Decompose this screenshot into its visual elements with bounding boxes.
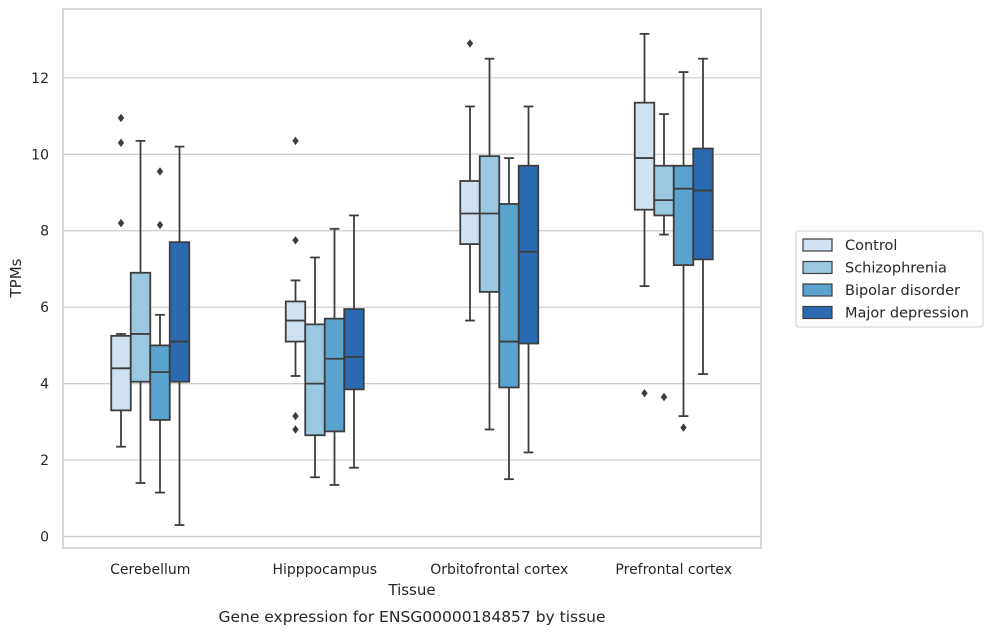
box-iqr <box>692 147 714 261</box>
box-iqr <box>478 155 501 293</box>
box-iqr <box>110 334 132 412</box>
box-iqr <box>129 271 152 383</box>
box-iqr <box>459 180 481 245</box>
outlier-point <box>117 218 125 228</box>
outlier-point <box>292 411 299 421</box>
plot-frame <box>62 8 762 549</box>
legend-frame <box>795 230 984 328</box>
outlier-point <box>292 136 299 146</box>
box-bipolar-disorder <box>498 157 520 481</box>
box-iqr <box>653 164 675 217</box>
legend-swatch <box>802 238 833 252</box>
outlier-point <box>292 236 299 245</box>
x-tick-label: Hipppocampus <box>272 562 377 578</box>
y-gridlines <box>63 77 761 538</box>
legend-swatch <box>802 283 833 297</box>
outlier-point <box>660 392 668 402</box>
y-tick-labels: 0 2 4 6 8 10 12 <box>31 71 49 546</box>
box-control <box>284 136 307 434</box>
outlier-point <box>680 423 687 432</box>
x-tick-label: Cerebellum <box>110 562 190 578</box>
legend-swatch <box>802 305 833 320</box>
box-major-depression <box>343 214 365 469</box>
legend-swatch <box>802 260 833 275</box>
legend-label: Control <box>845 238 897 254</box>
x-tick-label: Prefrontal cortex <box>615 562 732 578</box>
y-tick-label: 10 <box>31 147 49 163</box>
outlier-point <box>156 167 164 176</box>
box-iqr <box>517 164 540 345</box>
box-schizophrenia <box>129 139 152 484</box>
box-plot-area <box>110 32 714 526</box>
box-bipolar-disorder <box>149 167 171 494</box>
box-iqr <box>633 101 656 211</box>
legend-label: Major depression <box>845 306 969 322</box>
box-schizophrenia <box>478 57 501 431</box>
outlier-point <box>292 425 299 434</box>
box-iqr <box>149 344 171 421</box>
y-tick-label: 2 <box>40 453 49 469</box>
y-tick-label: 4 <box>40 377 49 393</box>
box-major-depression <box>692 57 714 375</box>
y-tick-label: 6 <box>40 300 49 316</box>
outlier-point <box>117 113 125 123</box>
legend-label: Schizophrenia <box>845 261 947 277</box>
box-control <box>459 39 481 322</box>
outlier-point <box>156 220 164 230</box>
x-tick-label: Orbitofrontal cortex <box>430 562 568 578</box>
y-tick-label: 12 <box>31 71 49 87</box>
box-iqr <box>498 203 520 389</box>
box-schizophrenia <box>653 113 675 402</box>
x-tick-labels: Cerebellum Hipppocampus Orbitofrontal cort… <box>110 562 732 578</box>
box-bipolar-disorder <box>672 71 695 432</box>
box-iqr <box>672 164 695 267</box>
box-iqr <box>304 323 326 437</box>
box-schizophrenia <box>304 256 326 479</box>
chart-caption: Gene expression for ENSG00000184857 by t… <box>218 608 605 626</box>
outlier-point <box>466 39 474 48</box>
box-major-depression <box>168 145 191 526</box>
box-bipolar-disorder <box>323 227 346 486</box>
box-major-depression <box>517 105 540 454</box>
outlier-point <box>117 138 125 147</box>
x-axis-title: Tissue <box>387 581 435 599</box>
legend: Control Schizophrenia Bipolar disorder Majo… <box>795 230 984 328</box>
y-tick-label: 0 <box>40 530 49 546</box>
box-iqr <box>168 241 191 383</box>
y-tick-label: 8 <box>40 224 49 240</box>
box-control <box>633 32 656 398</box>
box-iqr <box>284 300 307 343</box>
legend-label: Bipolar disorder <box>845 283 960 299</box>
y-axis-title: TPMs <box>7 258 25 298</box>
outlier-point <box>641 388 648 398</box>
box-iqr <box>343 308 365 391</box>
box-iqr <box>323 317 346 433</box>
box-control <box>110 113 132 448</box>
